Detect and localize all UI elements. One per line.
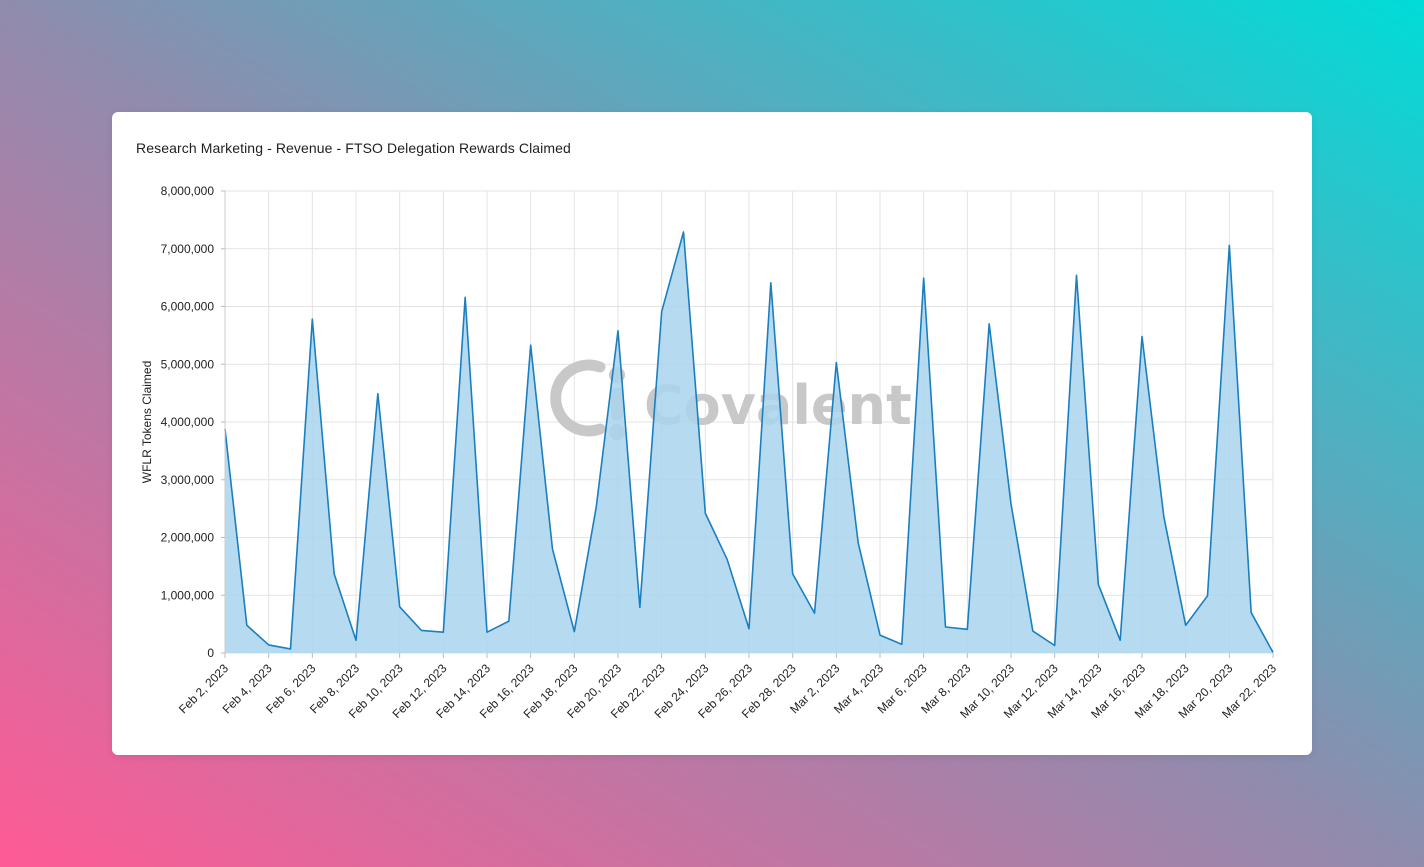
y-axis-title: WFLR Tokens Claimed	[140, 361, 154, 483]
area-chart: Covalent 01,000,0002,000,0003,000,0004,0…	[140, 184, 1279, 721]
series-line	[224, 231, 1274, 653]
y-tick-label: 4,000,000	[161, 415, 215, 429]
y-tick-label: 5,000,000	[161, 357, 215, 371]
y-tick-label: 1,000,000	[161, 588, 215, 602]
y-tick-label: 6,000,000	[161, 300, 215, 314]
series-fill	[225, 232, 1273, 653]
y-tick-label: 8,000,000	[161, 184, 215, 198]
y-tick-label: 7,000,000	[161, 242, 215, 256]
y-tick-label: 2,000,000	[161, 531, 215, 545]
y-tick-label: 3,000,000	[161, 473, 215, 487]
chart-title: Research Marketing - Revenue - FTSO Dele…	[136, 140, 571, 156]
y-tick-label: 0	[207, 646, 214, 660]
chart-card: Research Marketing - Revenue - FTSO Dele…	[112, 112, 1312, 755]
series-area	[224, 231, 1274, 653]
